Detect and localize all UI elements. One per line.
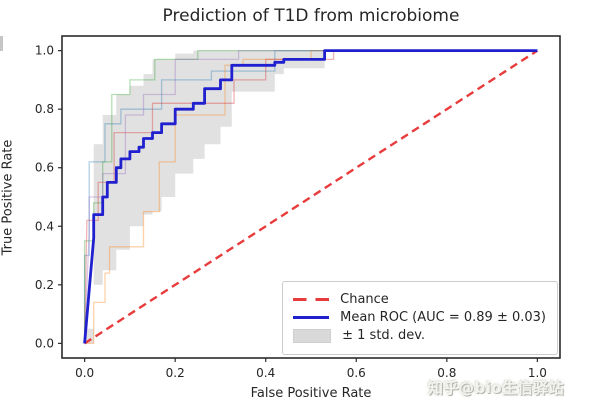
y-tick-label: 1.0 — [35, 44, 54, 58]
fold-roc-curve-2 — [84, 49, 538, 345]
y-tick-label: 0.4 — [35, 219, 54, 233]
mean-roc-line-swatch — [293, 316, 330, 319]
legend-item-mean-roc: Mean ROC (AUC = 0.89 ± 0.03) — [293, 310, 546, 325]
fold-roc-curve-1 — [83, 49, 538, 344]
chance-dashed-line-swatch — [293, 298, 330, 301]
y-tick-label: 0.6 — [35, 161, 54, 175]
legend: Chance Mean ROC (AUC = 0.89 ± 0.03) ± 1 … — [282, 281, 558, 355]
std-dev-band — [84, 50, 538, 344]
y-tick-label: 0.0 — [35, 336, 54, 350]
x-axis-label: False Positive Rate — [250, 386, 372, 401]
watermark: 知乎@bio生信驿站 — [428, 379, 565, 397]
x-tick-label: 0.4 — [256, 366, 275, 380]
x-tick-label: 0.0 — [75, 366, 94, 380]
y-tick-label: 0.2 — [35, 278, 54, 292]
y-tick-label: 0.8 — [35, 102, 54, 116]
fold-roc-curve-5 — [83, 49, 538, 344]
chance-line — [83, 49, 539, 345]
x-tick-label: 0.6 — [347, 366, 366, 380]
screenshot-edge-artifact — [0, 36, 3, 51]
legend-item-chance: Chance — [293, 292, 546, 307]
plot-frame — [61, 35, 561, 359]
std-dev-patch-swatch — [293, 328, 332, 343]
legend-label-chance: Chance — [340, 292, 389, 307]
legend-item-std-dev: ± 1 std. dev. — [293, 328, 546, 343]
legend-label-mean-roc: Mean ROC (AUC = 0.89 ± 0.03) — [340, 310, 546, 325]
x-tick-label: 1.0 — [528, 366, 547, 380]
mean-roc-curve — [83, 49, 538, 344]
x-tick-label: 0.2 — [166, 366, 185, 380]
y-axis-label: True Positive Rate — [0, 139, 16, 256]
legend-label-std-dev: ± 1 std. dev. — [342, 328, 426, 343]
x-tick-label: 0.8 — [437, 366, 456, 380]
chart-title: Prediction of T1D from microbiome — [162, 6, 460, 26]
